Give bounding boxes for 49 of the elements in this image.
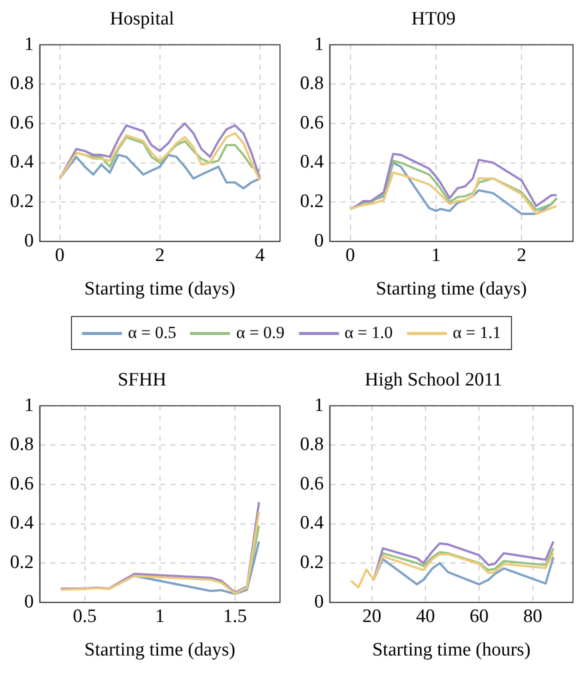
- x-tick-label: 4: [255, 244, 266, 266]
- x-axis-title: Starting time (days): [84, 278, 236, 300]
- legend-label: α = 0.5: [128, 323, 176, 343]
- y-tick-label: 1: [24, 394, 34, 416]
- y-tick-label: 0: [24, 230, 34, 252]
- chart-title: HT09: [411, 8, 456, 30]
- y-tick-label: 0.8: [300, 73, 324, 94]
- chart-title: SFHH: [118, 369, 167, 390]
- legend-label: α = 0.9: [236, 323, 284, 343]
- x-tick-label: 2: [155, 244, 165, 266]
- x-tick-label: 1: [431, 244, 441, 266]
- x-tick-label: 60: [470, 606, 489, 627]
- y-tick-label: 0: [314, 591, 324, 612]
- x-tick-label: 0: [346, 244, 356, 266]
- y-tick-label: 0.2: [10, 552, 34, 574]
- x-axis-title: Starting time (hours): [372, 640, 531, 661]
- x-axis-title: Starting time (days): [376, 278, 527, 300]
- y-tick-label: 0.2: [300, 191, 324, 212]
- y-tick-label: 0.8: [10, 434, 34, 456]
- y-tick-label: 0.4: [10, 512, 34, 534]
- y-tick-label: 0.8: [10, 73, 34, 94]
- y-tick-label: 0.2: [10, 191, 34, 212]
- y-tick-label: 1: [314, 394, 324, 416]
- x-tick-label: 1.5: [223, 606, 247, 627]
- x-tick-label: 0.5: [72, 606, 97, 627]
- y-tick-label: 0.4: [10, 152, 34, 173]
- chart-title: Hospital: [110, 8, 174, 30]
- x-tick-label: 20: [362, 606, 382, 627]
- legend-label: α = 1.0: [344, 323, 393, 343]
- x-tick-label: 40: [416, 606, 435, 627]
- y-tick-label: 0.6: [10, 473, 34, 494]
- y-tick-label: 0.6: [10, 112, 34, 134]
- x-tick-label: 2: [516, 244, 526, 266]
- y-tick-label: 0: [24, 591, 34, 612]
- y-tick-label: 0.2: [300, 552, 324, 574]
- x-axis-title: Starting time (days): [84, 640, 236, 661]
- x-tick-label: 80: [523, 606, 542, 627]
- y-tick-label: 0.4: [300, 152, 324, 173]
- y-tick-label: 0.4: [300, 512, 324, 534]
- y-tick-label: 0: [314, 230, 324, 252]
- x-tick-label: 0: [55, 244, 65, 266]
- legend-label: α = 1.1: [452, 323, 501, 343]
- y-tick-label: 0.6: [300, 473, 324, 494]
- y-tick-label: 1: [24, 34, 34, 55]
- y-tick-label: 1: [314, 34, 324, 55]
- y-tick-label: 0.6: [300, 112, 324, 134]
- y-tick-label: 0.8: [300, 434, 324, 456]
- x-tick-label: 1: [155, 606, 165, 627]
- chart-title: High School 2011: [364, 369, 502, 390]
